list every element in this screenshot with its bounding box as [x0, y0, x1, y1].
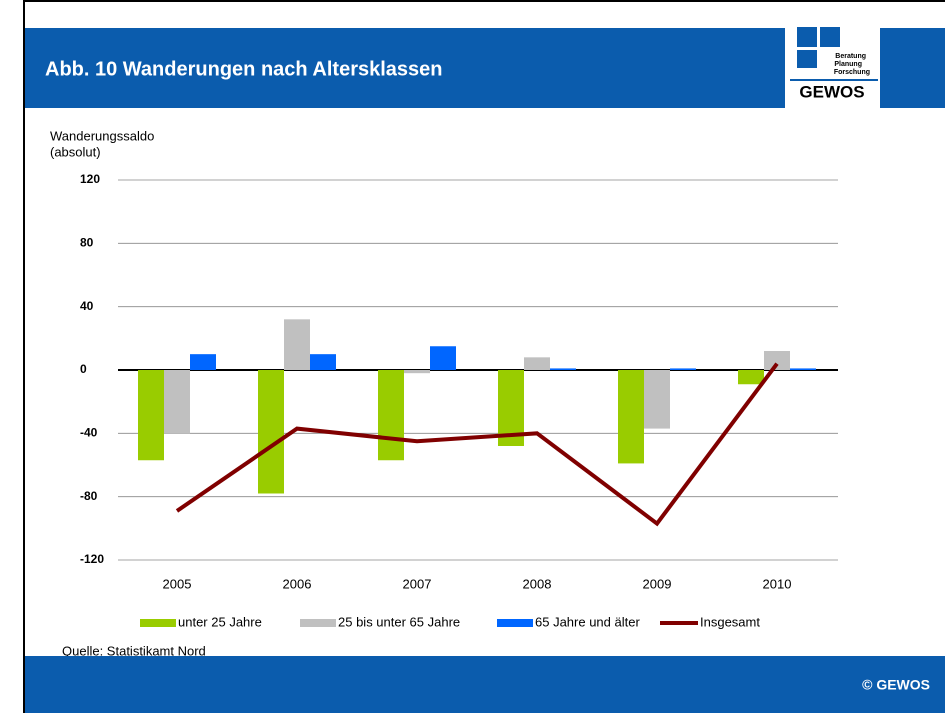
bar [524, 357, 550, 370]
x-tick-label: 2009 [643, 576, 672, 591]
bar [670, 368, 696, 370]
y-tick-label: -40 [80, 426, 98, 440]
bar [618, 370, 644, 464]
logo-line: Beratung [835, 53, 866, 60]
bar [310, 354, 336, 370]
bar [790, 368, 816, 370]
bar [550, 368, 576, 370]
line [175, 362, 779, 527]
x-tick-label: 2007 [403, 576, 432, 591]
legend-swatch [140, 619, 176, 627]
logo-square [797, 50, 817, 68]
logo-square [820, 27, 840, 47]
logo-line: Forschung [834, 69, 870, 76]
bar [138, 370, 164, 461]
logo-line: Planung [834, 61, 862, 68]
y-tick-label: 120 [80, 172, 100, 186]
bar [164, 370, 190, 434]
logo-square [797, 27, 817, 47]
x-tick-label: 2008 [523, 576, 552, 591]
footer-bar [25, 656, 945, 713]
legend-swatch [497, 619, 533, 627]
y-tick-label: 0 [80, 362, 87, 376]
legend-label: 65 Jahre und älter [535, 614, 640, 629]
x-tick-label: 2005 [163, 576, 192, 591]
y-axis-label: Wanderungssaldo [50, 128, 154, 143]
legend-label: 25 bis unter 65 Jahre [338, 614, 460, 629]
y-tick-label: 80 [80, 236, 94, 250]
legend-label: unter 25 Jahre [178, 614, 262, 629]
bar [378, 370, 404, 461]
bar [738, 370, 764, 385]
bar [644, 370, 670, 429]
bar [190, 354, 216, 370]
y-tick-label: -120 [80, 552, 104, 566]
bar [284, 319, 310, 370]
y-tick-label: 40 [80, 299, 94, 313]
footer-text: © GEWOS [862, 677, 930, 693]
y-axis-label: (absolut) [50, 144, 101, 159]
header-title: Abb. 10 Wanderungen nach Altersklassen [45, 58, 443, 80]
bar [404, 370, 430, 374]
source: Quelle: Statistikamt Nord [62, 643, 206, 658]
logo-name: GEWOS [799, 82, 864, 101]
bar [764, 351, 790, 370]
x-tick-label: 2006 [283, 576, 312, 591]
y-tick-label: -80 [80, 489, 98, 503]
x-tick-label: 2010 [763, 576, 792, 591]
bar [258, 370, 284, 494]
legend-swatch [300, 619, 336, 627]
bar [430, 346, 456, 370]
legend-label: Insgesamt [700, 614, 760, 629]
